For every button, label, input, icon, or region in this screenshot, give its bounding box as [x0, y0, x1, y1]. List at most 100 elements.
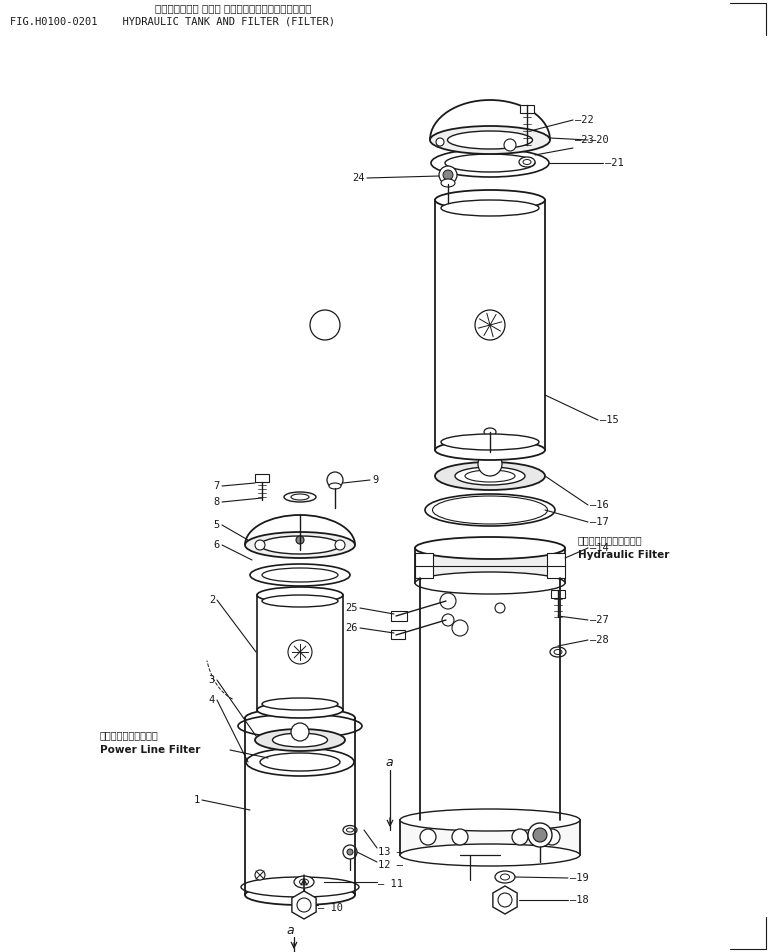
- Ellipse shape: [238, 714, 362, 738]
- Text: 12 —: 12 —: [378, 860, 403, 870]
- Circle shape: [347, 849, 353, 855]
- Ellipse shape: [272, 733, 328, 747]
- Polygon shape: [493, 886, 517, 914]
- Ellipse shape: [430, 126, 550, 154]
- Ellipse shape: [241, 877, 359, 897]
- Circle shape: [343, 845, 357, 859]
- Text: —19: —19: [570, 873, 589, 883]
- Bar: [415, 553, 433, 578]
- Bar: [547, 553, 565, 578]
- Text: a: a: [385, 757, 393, 769]
- Circle shape: [478, 452, 502, 476]
- Text: Power Line Filter: Power Line Filter: [100, 745, 201, 755]
- Text: —23: —23: [575, 135, 594, 145]
- Text: Hydraulic Filter: Hydraulic Filter: [578, 550, 669, 560]
- Text: 9: 9: [372, 475, 378, 485]
- Circle shape: [296, 536, 304, 544]
- Text: 13 —: 13 —: [378, 847, 403, 857]
- Ellipse shape: [260, 536, 340, 554]
- Circle shape: [288, 640, 312, 664]
- Text: —22: —22: [575, 115, 594, 125]
- Text: 26: 26: [345, 623, 358, 633]
- Ellipse shape: [415, 572, 565, 594]
- Text: 8: 8: [214, 497, 220, 507]
- Ellipse shape: [257, 587, 343, 603]
- Ellipse shape: [245, 885, 355, 905]
- Circle shape: [327, 472, 343, 488]
- Ellipse shape: [260, 753, 340, 771]
- Circle shape: [533, 828, 547, 842]
- Circle shape: [443, 170, 453, 180]
- Ellipse shape: [250, 564, 350, 586]
- Text: a: a: [286, 923, 294, 937]
- Ellipse shape: [400, 809, 580, 831]
- Circle shape: [439, 166, 457, 184]
- Ellipse shape: [501, 874, 510, 880]
- Circle shape: [452, 620, 468, 636]
- Ellipse shape: [415, 537, 565, 559]
- Circle shape: [277, 750, 293, 766]
- Circle shape: [452, 829, 468, 845]
- Ellipse shape: [262, 595, 338, 607]
- Ellipse shape: [400, 844, 580, 866]
- Bar: [520, 105, 534, 113]
- Ellipse shape: [440, 499, 540, 521]
- Text: —28: —28: [590, 635, 609, 645]
- Text: — 11: — 11: [378, 879, 403, 889]
- Ellipse shape: [448, 131, 532, 149]
- Ellipse shape: [245, 708, 355, 728]
- Ellipse shape: [519, 157, 535, 167]
- Text: 1: 1: [194, 795, 200, 805]
- Circle shape: [440, 593, 456, 609]
- Ellipse shape: [484, 428, 496, 436]
- Bar: [255, 474, 269, 482]
- Ellipse shape: [245, 532, 355, 558]
- Text: —18: —18: [570, 895, 589, 905]
- Text: —27: —27: [590, 615, 609, 625]
- Ellipse shape: [550, 647, 566, 657]
- Ellipse shape: [435, 462, 545, 490]
- Text: 6: 6: [214, 540, 220, 550]
- Circle shape: [436, 138, 444, 146]
- Ellipse shape: [441, 434, 539, 450]
- Circle shape: [442, 614, 454, 626]
- Polygon shape: [292, 891, 316, 919]
- Circle shape: [291, 723, 309, 741]
- Circle shape: [297, 898, 311, 912]
- Bar: [400, 820, 580, 855]
- Ellipse shape: [291, 494, 309, 500]
- Ellipse shape: [455, 467, 525, 485]
- Circle shape: [498, 893, 512, 907]
- Ellipse shape: [284, 492, 316, 502]
- Circle shape: [483, 457, 497, 471]
- Text: 7: 7: [214, 481, 220, 491]
- Ellipse shape: [554, 649, 562, 655]
- Text: —14: —14: [590, 543, 609, 553]
- Text: FIG.H0100-0201    HYDRAULIC TANK AND FILTER (FILTER): FIG.H0100-0201 HYDRAULIC TANK AND FILTER…: [10, 17, 335, 27]
- Text: —15: —15: [600, 415, 619, 425]
- Ellipse shape: [431, 149, 549, 177]
- Bar: [391, 630, 405, 639]
- Ellipse shape: [495, 871, 515, 883]
- Text: 3: 3: [208, 675, 215, 685]
- Ellipse shape: [441, 179, 455, 187]
- Ellipse shape: [246, 748, 354, 776]
- Circle shape: [495, 603, 505, 613]
- Circle shape: [420, 829, 436, 845]
- Ellipse shape: [441, 200, 539, 216]
- Ellipse shape: [465, 470, 515, 482]
- Text: —21: —21: [605, 158, 624, 168]
- Text: パワーラインフィルタ: パワーラインフィルタ: [100, 730, 158, 740]
- Ellipse shape: [435, 190, 545, 210]
- Circle shape: [528, 823, 552, 847]
- Circle shape: [255, 870, 265, 880]
- Text: — 10: — 10: [318, 903, 343, 913]
- Text: 24: 24: [352, 173, 365, 183]
- Circle shape: [512, 829, 528, 845]
- Ellipse shape: [262, 568, 338, 582]
- Text: —20: —20: [590, 135, 609, 145]
- Ellipse shape: [255, 729, 345, 751]
- Circle shape: [295, 727, 305, 737]
- Ellipse shape: [347, 828, 354, 832]
- Ellipse shape: [343, 825, 357, 835]
